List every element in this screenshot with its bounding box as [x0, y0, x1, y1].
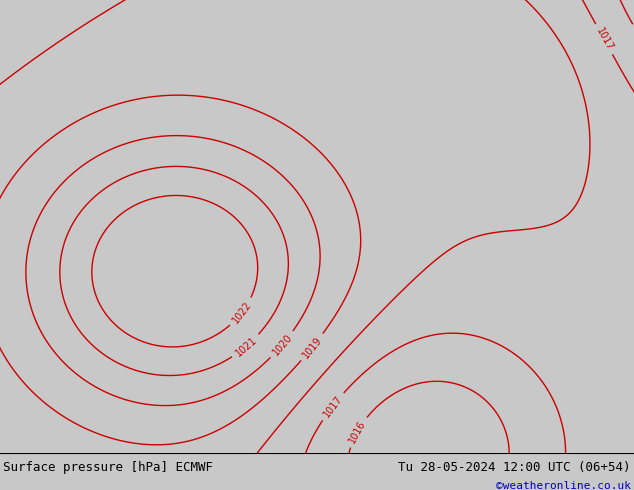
Text: 1017: 1017 [321, 393, 344, 419]
Text: 1017: 1017 [594, 26, 614, 52]
Text: 1016: 1016 [347, 418, 368, 445]
Text: 1020: 1020 [270, 332, 294, 357]
Text: ©weatheronline.co.uk: ©weatheronline.co.uk [496, 481, 631, 490]
Text: Tu 28-05-2024 12:00 UTC (06+54): Tu 28-05-2024 12:00 UTC (06+54) [398, 461, 631, 474]
Text: 1019: 1019 [301, 335, 324, 360]
Text: 1022: 1022 [230, 299, 254, 325]
Text: Surface pressure [hPa] ECMWF: Surface pressure [hPa] ECMWF [3, 461, 213, 474]
Text: 1016: 1016 [631, 26, 634, 52]
Text: 1021: 1021 [233, 335, 259, 358]
